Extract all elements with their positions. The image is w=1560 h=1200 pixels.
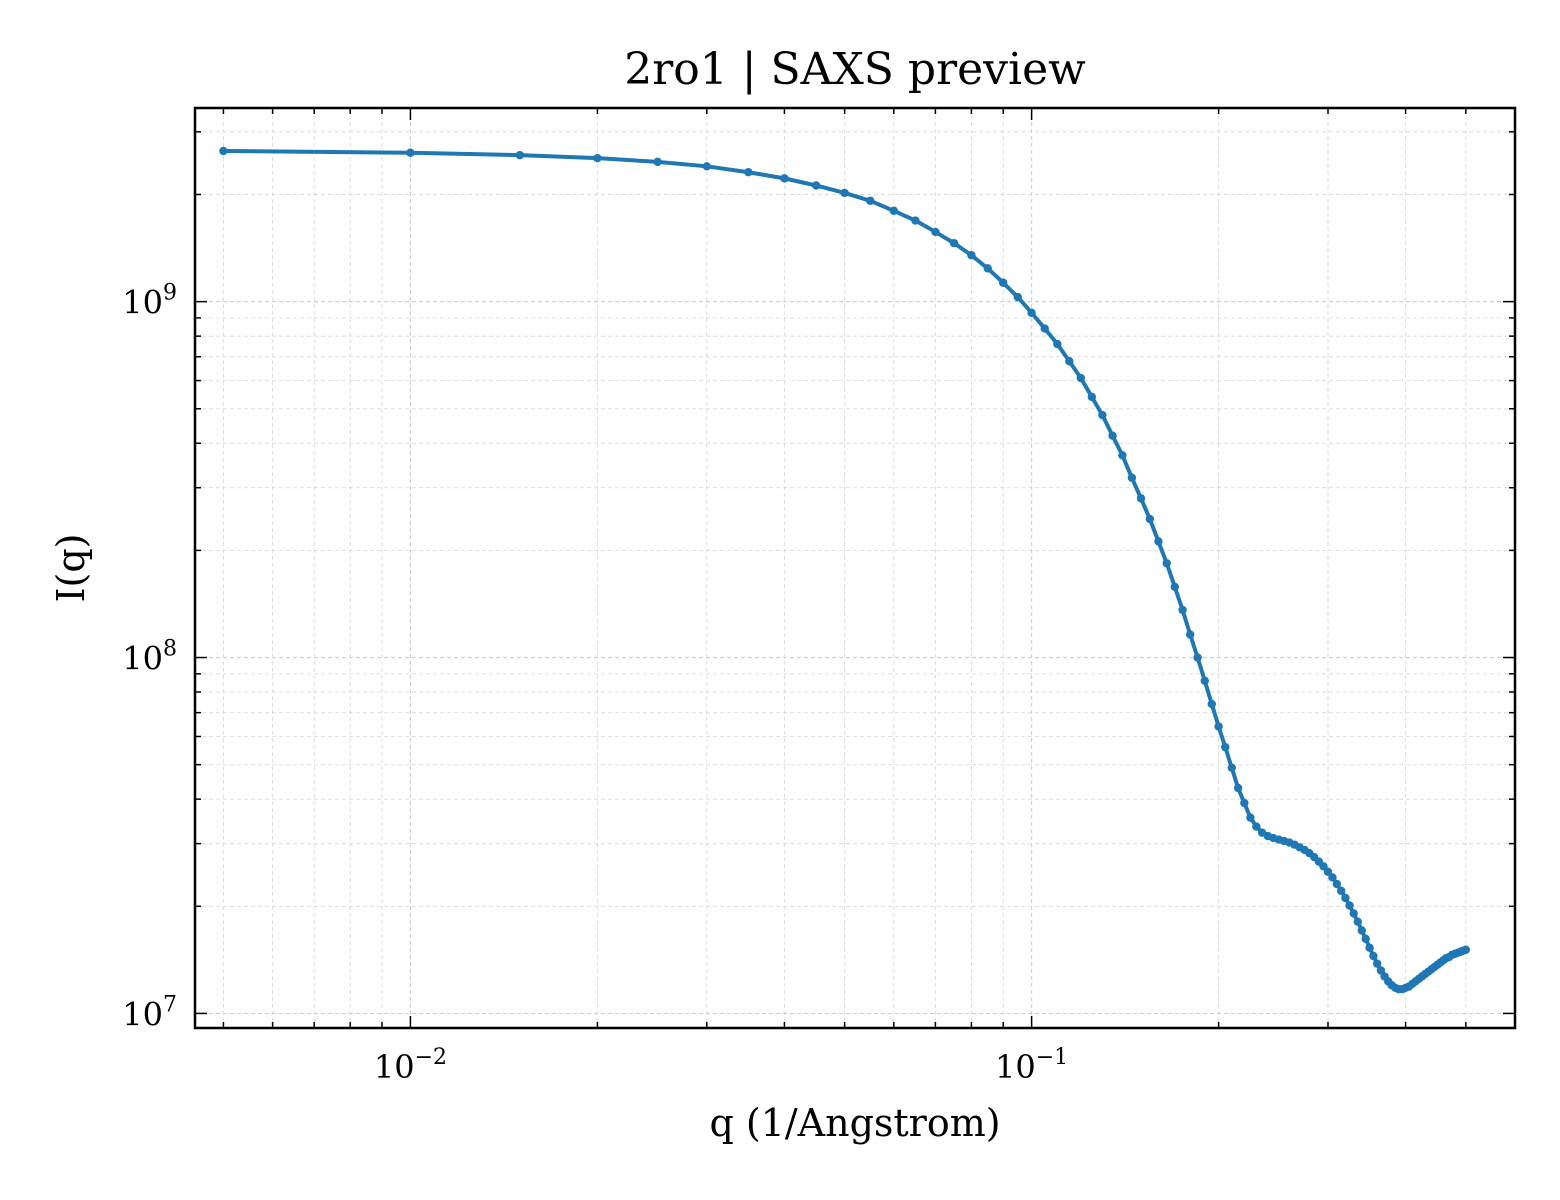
chart-title: 2ro1 | SAXS preview — [624, 44, 1086, 95]
data-point — [1361, 934, 1370, 944]
data-point — [1252, 822, 1261, 831]
data-point — [1369, 951, 1378, 961]
series-group — [219, 146, 1471, 994]
data-point — [1013, 292, 1022, 302]
data-point — [1357, 926, 1366, 935]
data-point — [1336, 886, 1346, 896]
data-point — [998, 278, 1008, 287]
data-point — [593, 153, 602, 163]
data-point — [653, 157, 662, 167]
data-point — [780, 174, 789, 183]
data-point — [1053, 339, 1062, 349]
data-point — [1027, 308, 1036, 318]
data-point — [911, 216, 920, 225]
x-tick-label: 10−1 — [995, 1045, 1068, 1086]
data-point — [811, 181, 821, 190]
data-point — [1040, 324, 1049, 333]
grid — [195, 108, 1515, 1028]
plot-frame — [193, 106, 1517, 1030]
y-axis-label: I(q) — [49, 534, 93, 603]
data-point — [1145, 514, 1155, 524]
data-point — [1076, 373, 1086, 383]
data-point — [1136, 494, 1146, 503]
data-point — [1207, 699, 1216, 709]
data-point — [866, 196, 875, 206]
data-point — [1323, 867, 1333, 876]
data-point — [1246, 813, 1255, 822]
data-point — [1118, 451, 1127, 460]
y-tick-label: 109 — [122, 281, 177, 322]
x-axis-label: q (1/Angstrom) — [709, 1101, 1000, 1145]
data-point — [1200, 676, 1209, 686]
data-point — [840, 188, 849, 198]
data-point — [949, 238, 959, 248]
data-point — [1098, 410, 1107, 420]
data-point — [406, 148, 415, 157]
data-point — [1372, 959, 1382, 968]
data-point — [1341, 893, 1350, 903]
data-point — [1353, 917, 1362, 926]
data-point — [967, 251, 976, 260]
data-point — [1227, 763, 1236, 772]
data-point — [1185, 630, 1195, 639]
data-point — [1345, 901, 1354, 910]
data-point — [983, 264, 992, 273]
data-point — [1087, 392, 1097, 402]
data-point — [1233, 783, 1243, 793]
data-point — [744, 168, 753, 177]
data-point — [1154, 537, 1163, 546]
data-point — [1332, 879, 1342, 889]
data-point — [515, 150, 525, 160]
data-point — [219, 146, 228, 156]
x-tick-label: 10−2 — [374, 1045, 447, 1086]
data-point — [889, 206, 899, 215]
data-point — [931, 227, 940, 237]
data-point — [1170, 582, 1179, 592]
data-point — [1108, 431, 1117, 440]
data-point — [1193, 653, 1202, 662]
data-point — [1328, 873, 1337, 882]
data-point — [1240, 798, 1249, 808]
data-point — [1349, 909, 1358, 918]
data-point — [702, 162, 712, 171]
data-point — [1127, 473, 1137, 482]
data-point — [1221, 742, 1230, 752]
y-tick-label: 108 — [122, 637, 177, 678]
data-point — [1178, 605, 1187, 615]
data-point — [1065, 357, 1074, 366]
data-point — [1214, 722, 1223, 731]
y-tick-label: 107 — [122, 992, 177, 1033]
data-point — [1365, 943, 1374, 952]
data-point — [1162, 559, 1171, 568]
data-point — [1461, 945, 1471, 954]
